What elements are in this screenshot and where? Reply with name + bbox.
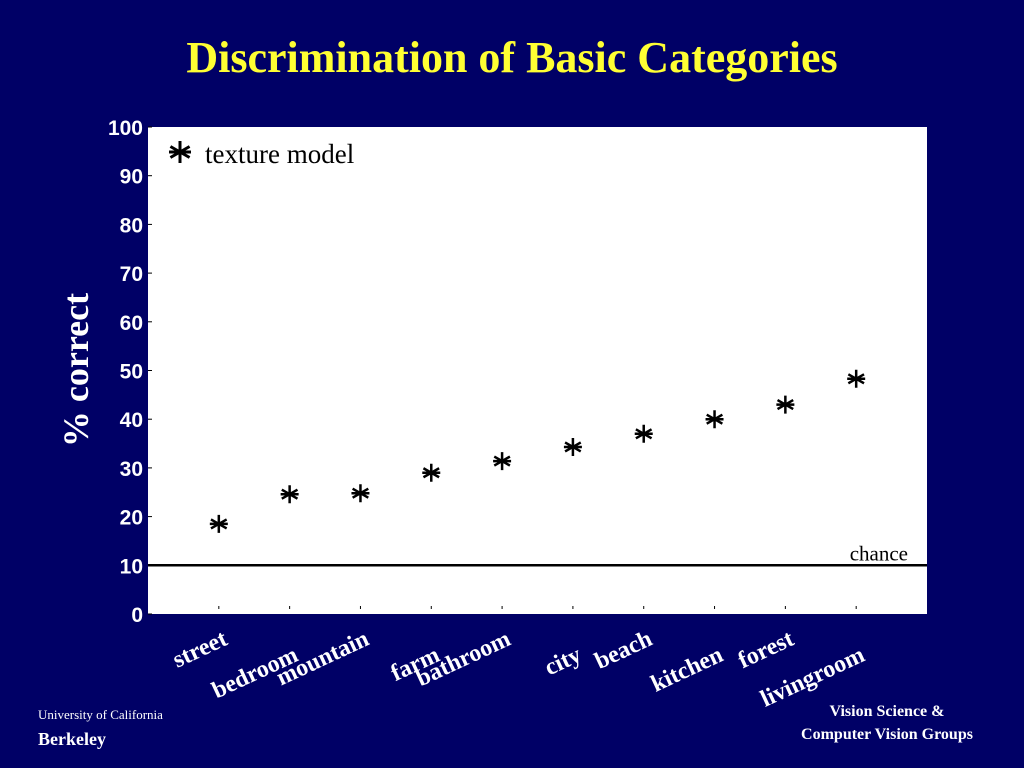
y-tick-label: 30	[120, 458, 143, 481]
y-tick-label: 90	[120, 166, 143, 189]
legend-marker	[169, 141, 191, 163]
footer-left: University of California	[38, 707, 163, 722]
y-tick-label: 40	[120, 409, 143, 432]
y-tick-label: 50	[120, 361, 143, 384]
data-point	[280, 485, 299, 504]
data-point	[422, 463, 441, 482]
legend-label: texture model	[205, 139, 354, 169]
footer-right: Computer Vision Groups	[801, 726, 973, 743]
data-point	[563, 437, 582, 456]
data-point	[847, 369, 866, 388]
data-point	[776, 395, 795, 414]
y-tick-label: 0	[131, 604, 143, 627]
y-tick-label: 100	[108, 117, 143, 140]
y-tick-label: 60	[120, 312, 143, 335]
y-tick-label: 20	[120, 507, 143, 530]
y-tick-label: 80	[120, 214, 143, 237]
chart-title: Discrimination of Basic Categories	[186, 33, 837, 82]
y-tick-label: 70	[120, 263, 143, 286]
data-point	[634, 424, 653, 443]
chance-label: chance	[850, 541, 908, 565]
y-axis-label: % correct	[56, 293, 96, 447]
data-point	[209, 514, 228, 533]
y-tick-label: 10	[120, 555, 143, 578]
footer-left: Berkeley	[38, 729, 106, 749]
plot-area	[148, 127, 927, 614]
data-point	[493, 452, 512, 471]
footer-right: Vision Science &	[830, 703, 945, 720]
data-point	[705, 410, 724, 429]
data-point	[351, 484, 370, 503]
